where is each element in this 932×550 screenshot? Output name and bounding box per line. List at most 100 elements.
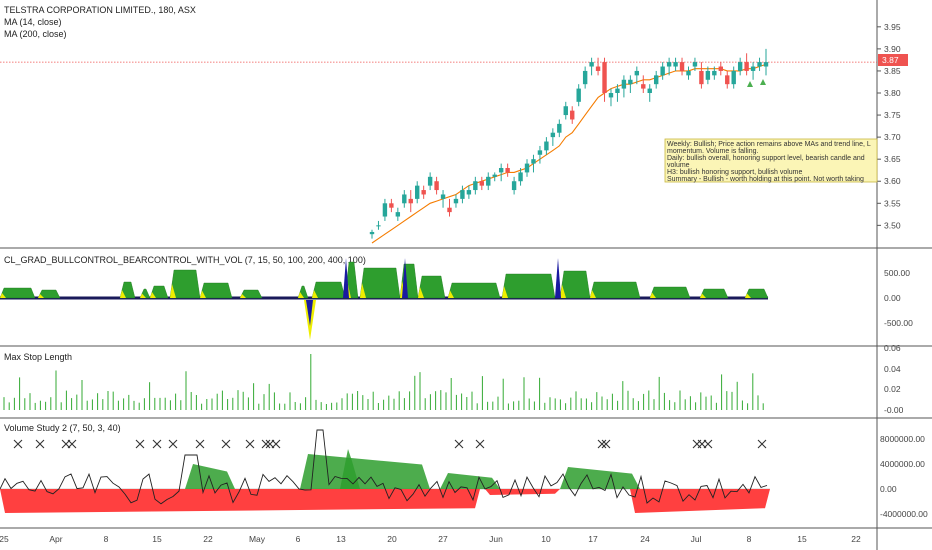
gradient-yellow-spike: [0, 293, 6, 298]
main-ytick: 3.90: [884, 44, 901, 54]
gradient-blue-spike: [343, 258, 349, 298]
x-tick-label: 22: [203, 534, 213, 544]
candle-body: [634, 70, 640, 76]
volume-green-area: [340, 449, 360, 489]
x-tick-label: 17: [588, 534, 598, 544]
ma14-legend: MA (14, close): [4, 17, 62, 27]
current-price-badge: [878, 54, 908, 66]
candle-body: [673, 62, 678, 67]
candle-body: [415, 185, 420, 199]
volume-x-marker: [221, 439, 231, 449]
gradient-bull-area: [649, 286, 691, 299]
candle-body: [382, 203, 388, 217]
volume-x-marker: [261, 439, 271, 449]
gradient-bull-area: [699, 288, 729, 299]
candle-body: [421, 190, 426, 195]
main-ytick: 3.55: [884, 198, 901, 208]
candle-body: [453, 198, 459, 204]
gradient-ytick: 0.00: [884, 293, 901, 303]
candle-body: [402, 194, 407, 204]
stop-ytick: 0.02: [884, 384, 901, 394]
gradient-bull-area: [169, 269, 201, 299]
candle-body: [389, 203, 394, 208]
candle-body: [602, 62, 607, 93]
annotation-box: Weekly: Bullish; Price action remains ab…: [664, 138, 878, 183]
main-ytick: 3.95: [884, 22, 901, 32]
candle-body: [757, 62, 762, 67]
gradient-yellow-spike: [650, 292, 656, 298]
gradient-bars: [0, 258, 769, 340]
gradient-bull-area: [37, 289, 61, 299]
gradient-yellow-spike: [502, 286, 508, 298]
gradient-bull-area: [239, 289, 263, 299]
candle-body: [473, 181, 478, 191]
gradient-yellow-spike: [418, 287, 424, 298]
candle-body: [434, 181, 439, 191]
x-tick-label: 15: [797, 534, 807, 544]
candle-body: [570, 110, 575, 120]
candle-body: [518, 172, 523, 182]
candle-body: [447, 207, 452, 213]
candle-body: [544, 141, 549, 151]
candle-body: [712, 70, 717, 76]
annotation-line: H3: bullish honoring support, bullish vo…: [667, 169, 803, 176]
volume-x-marker: [271, 439, 281, 449]
volume-x-marker: [13, 439, 23, 449]
volume-x-marker: [597, 439, 607, 449]
x-tick-label: Jun: [489, 534, 503, 544]
gradient-yellow-spike: [38, 294, 44, 298]
gradient-yellow-spike: [240, 294, 246, 298]
candle-body: [628, 79, 633, 85]
candle-body: [460, 190, 465, 199]
volume-red-area: [630, 489, 770, 513]
stop-title: Max Stop Length: [4, 352, 72, 362]
volume-green-area: [185, 464, 235, 489]
candle-body: [647, 88, 652, 93]
volume-ytick: 8000000.00: [880, 434, 925, 444]
candle-body: [679, 62, 685, 71]
volume-x-marker: [703, 439, 713, 449]
main-ytick: 3.80: [884, 88, 901, 98]
candle-body: [666, 62, 672, 67]
candle-body: [466, 190, 472, 195]
volume-line: [0, 429, 768, 505]
volume-title: Volume Study 2 (7, 50, 3, 40): [4, 423, 121, 433]
main-title: TELSTRA CORPORATION LIMITED., 180, ASX: [4, 5, 196, 15]
x-tick-label: 13: [336, 534, 346, 544]
candle-body: [705, 70, 711, 80]
candle-body: [486, 176, 491, 186]
candle-body: [492, 174, 497, 177]
annotation-line: Weekly: Bullish; Price action remains ab…: [667, 141, 871, 148]
volume-x-marker: [757, 439, 767, 449]
candle-body: [699, 70, 704, 85]
ma14-line: [371, 63, 767, 244]
gradient-bull-area: [149, 285, 169, 299]
volume-x-marker: [454, 439, 464, 449]
x-tick-label: 27: [438, 534, 448, 544]
ma200-legend: MA (200, close): [4, 29, 67, 39]
candle-body: [718, 66, 723, 71]
candle-body: [641, 84, 646, 89]
candle-body: [531, 159, 536, 164]
gradient-blue-spike: [402, 258, 408, 298]
candle-body: [511, 181, 517, 191]
gradient-title: CL_GRAD_BULLCONTROL_BEARCONTROL_WITH_VOL…: [4, 255, 366, 265]
gradient-yellow-spike: [150, 292, 156, 298]
gradient-yellow-spike: [140, 293, 146, 298]
candle-body: [408, 198, 413, 204]
volume-x-marker: [601, 439, 611, 449]
volume-x-marker: [475, 439, 485, 449]
main-ytick: 3.85: [884, 66, 901, 76]
gradient-ytick: -500.00: [884, 318, 913, 328]
volume-ytick: -4000000.00: [880, 509, 928, 519]
volume-x-marker: [152, 439, 162, 449]
candle-body: [763, 62, 769, 67]
signal-triangle: [760, 79, 766, 85]
ma14-path: [371, 63, 767, 244]
volume-ytick: 0.00: [880, 484, 897, 494]
candle-body: [737, 62, 743, 71]
x-tick-label: 8: [104, 534, 109, 544]
main-ytick: 3.60: [884, 176, 901, 186]
candle-body: [498, 168, 504, 173]
stop-bars: [3, 354, 764, 410]
